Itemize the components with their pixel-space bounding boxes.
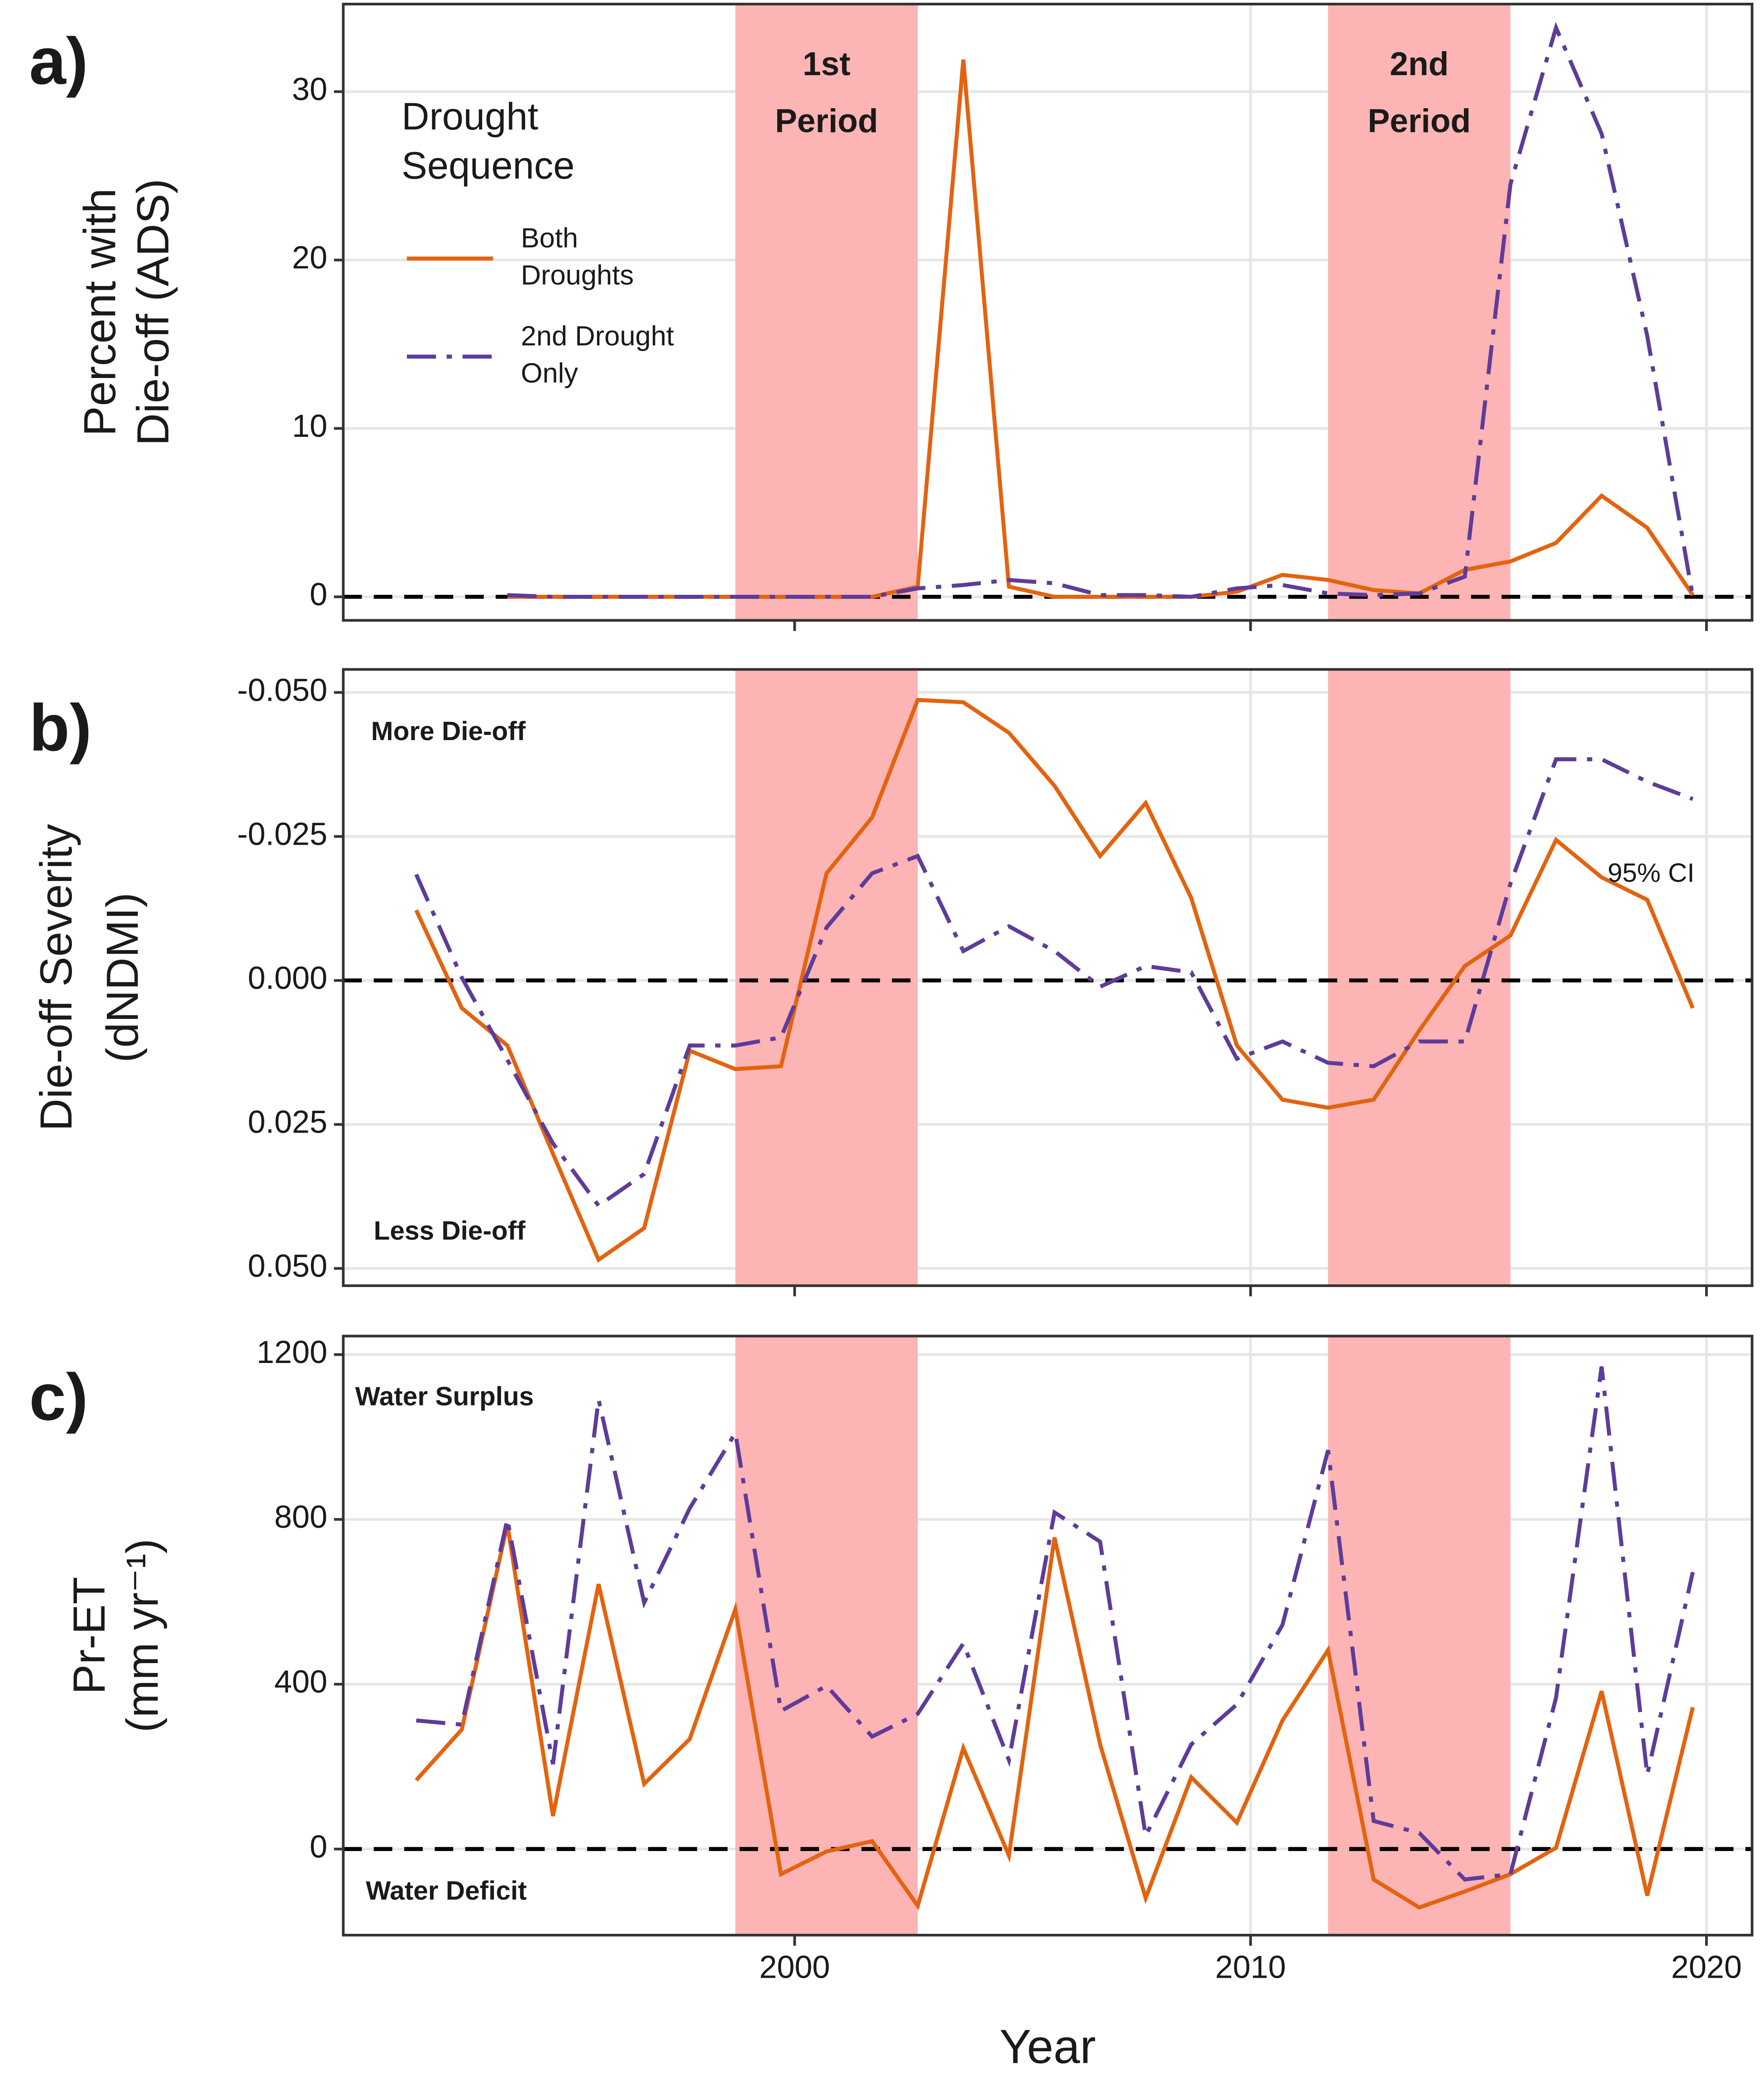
x-tick-label: 2000: [759, 1949, 830, 1985]
panel-label: b): [29, 691, 91, 765]
drought-period: [735, 4, 918, 621]
annotation: Water Deficit: [366, 1876, 527, 1906]
y-tick-label: 10: [292, 408, 327, 444]
y-tick-label: -0.050: [237, 672, 327, 708]
panel-label: a): [29, 24, 88, 98]
period-label: Period: [1367, 102, 1471, 139]
y-tick-label: 400: [274, 1664, 327, 1699]
drought-period: [735, 669, 918, 1286]
y-tick-label: 0.000: [248, 960, 327, 995]
x-axis-title: Year: [999, 2020, 1096, 2073]
y-axis-title: (mm yr⁻¹): [117, 1539, 167, 1732]
y-axis-title: Pr-ET: [64, 1577, 115, 1694]
legend-label: Both: [521, 222, 578, 253]
series-line: [507, 22, 1695, 599]
y-tick-label: 1200: [257, 1334, 327, 1370]
x-tick-label: 2010: [1215, 1949, 1286, 1985]
y-tick-label: 800: [274, 1499, 327, 1535]
legend-label: Only: [521, 358, 578, 389]
y-tick-label: 0.025: [248, 1104, 327, 1140]
panel-background: [343, 4, 1752, 621]
annotation: More Die-off: [371, 717, 526, 746]
series-line: [414, 698, 1695, 1263]
period-label: Period: [775, 102, 878, 139]
period-label: 2nd: [1390, 45, 1448, 82]
legend-label: 2nd Drought: [521, 320, 674, 352]
series-line: [416, 1366, 1695, 1882]
drought-period: [735, 1336, 918, 1935]
drought-period: [1328, 1336, 1511, 1935]
panel-border: [342, 1334, 1754, 1937]
legend-title: Sequence: [402, 143, 574, 187]
series-line: [415, 1524, 1695, 1911]
legend-title: Drought: [402, 95, 538, 138]
y-tick-label: 20: [292, 239, 327, 275]
y-axis-title: Die-off (ADS): [128, 179, 178, 446]
panel-background: [343, 1336, 1752, 1935]
panel-background: [343, 669, 1752, 1286]
y-tick-label: 30: [292, 71, 327, 107]
y-tick-label: -0.025: [237, 816, 327, 851]
annotation: 95% CI: [1608, 858, 1695, 888]
legend: Drought Sequence Both Droughts 2nd Drought On…: [402, 95, 674, 389]
y-axis-title: Die-off Severity: [31, 824, 81, 1131]
drought-period: [1328, 4, 1511, 621]
y-tick-label: 0.050: [248, 1248, 327, 1284]
series-line: [507, 59, 1695, 599]
x-tick-label: 2020: [1671, 1949, 1742, 1985]
legend-label: Droughts: [521, 259, 634, 291]
y-tick-label: 0: [310, 576, 327, 612]
y-axis-title: (dNDMI): [97, 893, 148, 1063]
panel-label: c): [29, 1360, 88, 1435]
y-tick-label: 0: [310, 1828, 327, 1864]
panel-border: [342, 3, 1754, 622]
series-line: [414, 757, 1694, 1209]
drought-period: [1328, 669, 1511, 1286]
y-axis-title: Percent with: [75, 188, 125, 436]
period-label: 1st: [803, 45, 851, 82]
annotation: Water Surplus: [355, 1382, 534, 1411]
annotation: Less Die-off: [374, 1216, 526, 1246]
panel-border: [342, 668, 1754, 1287]
